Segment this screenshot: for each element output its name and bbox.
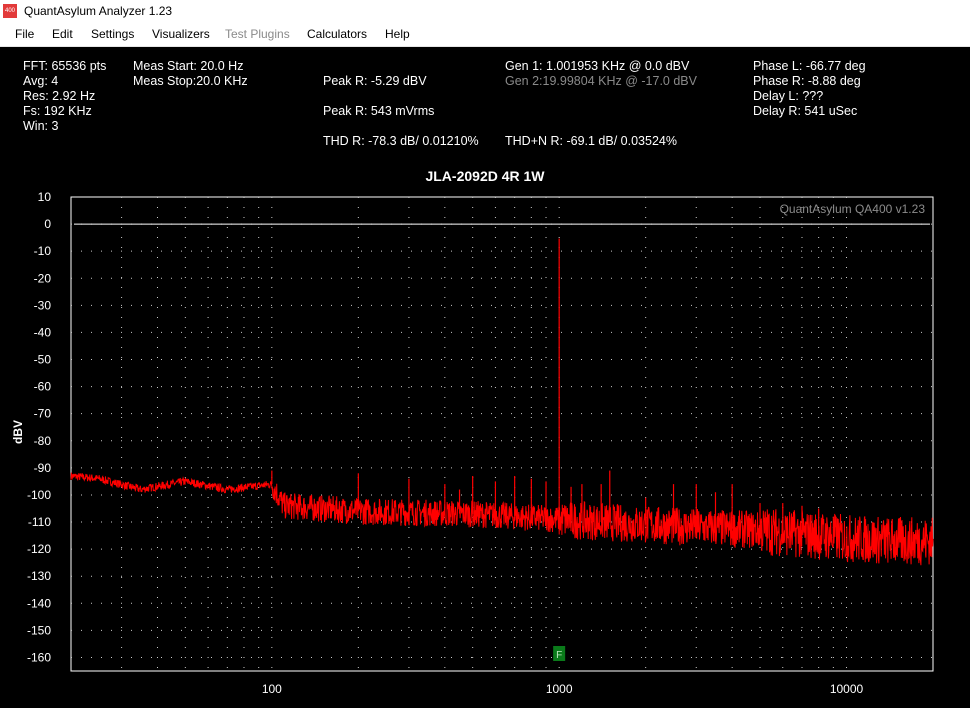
y-tick-label: -150	[27, 623, 51, 637]
menu-edit[interactable]: Edit	[52, 27, 73, 41]
menu-calculators[interactable]: Calculators	[307, 27, 368, 41]
resolution-readout: Res: 2.92 Hz	[23, 89, 96, 103]
peak-r-mvrms-readout: Peak R: 543 mVrms	[323, 104, 435, 118]
thd-r-readout: THD R: -78.3 dB/ 0.01210%	[323, 134, 479, 148]
y-tick-label: -60	[34, 380, 52, 394]
x-tick-label: 10000	[830, 682, 864, 696]
chart-title: JLA-2092D 4R 1W	[425, 168, 545, 184]
plot-frame	[70, 196, 934, 672]
menu-settings[interactable]: Settings	[91, 27, 135, 41]
sample-rate-readout: Fs: 192 KHz	[23, 104, 92, 118]
thdn-r-readout: THD+N R: -69.1 dB/ 0.03524%	[505, 134, 677, 148]
y-tick-label: -140	[27, 596, 51, 610]
menu-help[interactable]: Help	[385, 27, 410, 41]
menu-file[interactable]: File	[15, 27, 35, 41]
menu-visualizers[interactable]: Visualizers	[152, 27, 210, 41]
y-tick-label: -80	[34, 434, 52, 448]
window-readout: Win: 3	[23, 119, 59, 133]
y-tick-label: -160	[27, 650, 51, 664]
x-tick-label: 1000	[546, 682, 573, 696]
phase-r-readout: Phase R: -8.88 deg	[753, 74, 861, 88]
fft-size-readout: FFT: 65536 pts	[23, 59, 107, 73]
spectrum-trace	[70, 472, 934, 566]
averages-readout: Avg: 4	[23, 74, 59, 88]
y-tick-label: 0	[44, 217, 51, 231]
y-tick-label: -120	[27, 542, 51, 556]
delay-r-readout: Delay R: 541 uSec	[753, 104, 858, 118]
y-tick-label: -20	[34, 271, 52, 285]
title-bar: 400 QuantAsylum Analyzer 1.23	[0, 0, 970, 22]
y-tick-label: 10	[38, 190, 52, 204]
phase-l-readout: Phase L: -66.77 deg	[753, 59, 866, 73]
y-tick-label: -40	[34, 325, 52, 339]
gen1-readout: Gen 1: 1.001953 KHz @ 0.0 dBV	[505, 59, 690, 73]
meas-stop-readout: Meas Stop:20.0 KHz	[133, 74, 248, 88]
y-tick-label: -100	[27, 488, 51, 502]
y-tick-label: -10	[34, 244, 52, 258]
gen2-readout: Gen 2:19.99804 KHz @ -17.0 dBV	[505, 74, 697, 88]
y-tick-label: -70	[34, 407, 52, 421]
y-tick-label: -130	[27, 569, 51, 583]
menu-test-plugins: Test Plugins	[225, 27, 290, 41]
watermark: QuantAsylum QA400 v1.23	[780, 202, 926, 216]
frequency-marker-label: F	[556, 650, 562, 661]
meas-start-readout: Meas Start: 20.0 Hz	[133, 59, 244, 73]
y-tick-label: -30	[34, 298, 52, 312]
window-title: QuantAsylum Analyzer 1.23	[24, 4, 173, 18]
frequency-marker	[553, 646, 566, 661]
y-tick-label: -50	[34, 353, 52, 367]
y-tick-label: -110	[28, 515, 51, 529]
delay-l-readout: Delay L: ???	[753, 89, 824, 103]
x-tick-label: 100	[262, 682, 282, 696]
y-tick-label: -90	[34, 461, 52, 475]
menu-bar: File Edit Settings Visualizers Test Plug…	[0, 22, 970, 47]
app-icon: 400	[3, 4, 17, 18]
peak-r-dbv-readout: Peak R: -5.29 dBV	[323, 74, 427, 88]
